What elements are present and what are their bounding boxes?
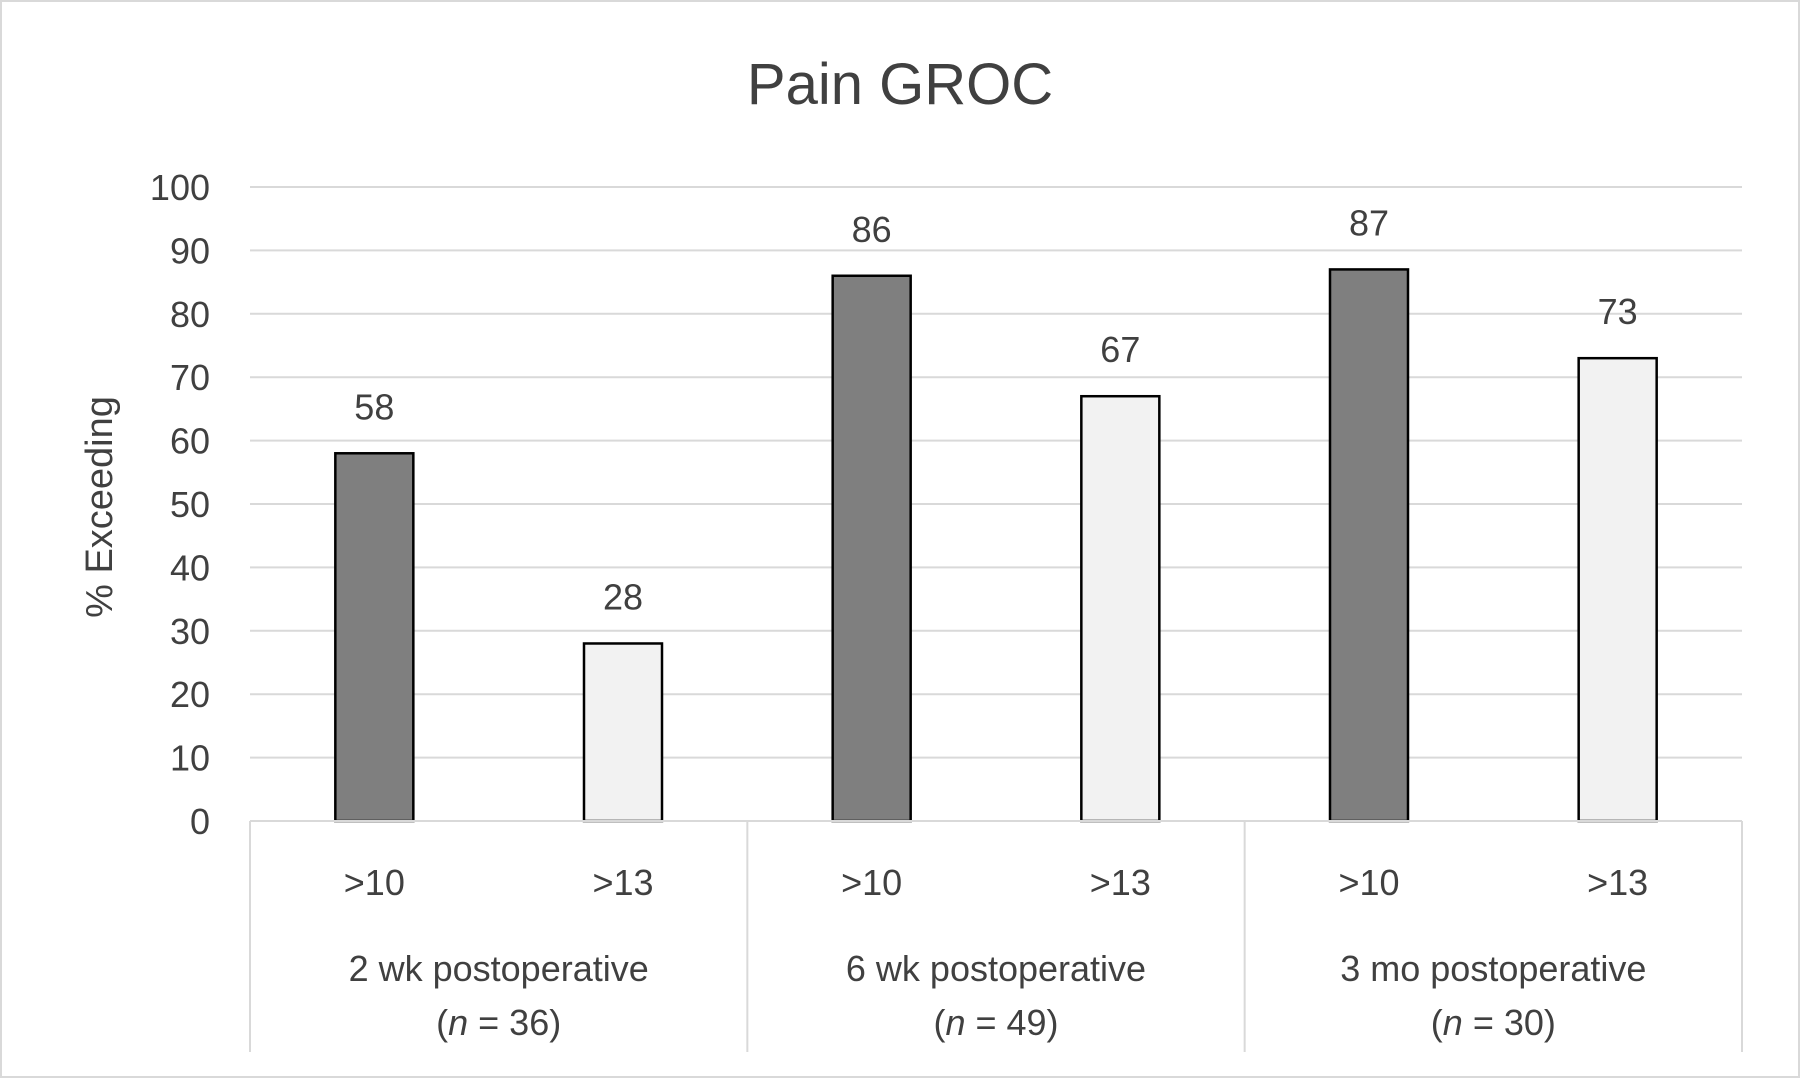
axes: 0 10 20 30 40 50 60 70 80 90 100 >10 >13 2 wk postope… [150,167,1743,1052]
x-category-label: >10 [344,862,405,903]
y-tick-label: 20 [170,674,210,715]
y-tick-label: 80 [170,294,210,335]
group-n-suffix: = 36) [468,1002,561,1043]
group-label: 3 mo postoperative [1340,948,1646,989]
y-tick-label: 70 [170,357,210,398]
group-n-prefix: ( [436,1002,448,1043]
bar-2-2 [1080,394,1161,823]
data-label: 87 [1349,202,1389,243]
data-labels: 58 28 86 67 87 73 [354,202,1637,617]
bar-1-1 [334,452,415,823]
x-category-label: >10 [1338,862,1399,903]
y-tick-label: 10 [170,738,210,779]
chart-title: Pain GROC [747,52,1053,117]
group-n-label: (n = 30) [1431,1002,1556,1043]
group-n-prefix: ( [1431,1002,1443,1043]
group-n-symbol: n [1443,1002,1463,1043]
x-category-label: >10 [841,862,902,903]
bars [334,268,1658,823]
group-n-symbol: n [448,1002,468,1043]
x-category-label: >13 [1090,862,1151,903]
data-label: 67 [1100,329,1140,370]
group-n-suffix: = 49) [965,1002,1058,1043]
data-label: 73 [1598,291,1638,332]
x-category-label: >13 [592,862,653,903]
data-label: 86 [852,209,892,250]
y-tick-label: 90 [170,230,210,271]
group-n-suffix: = 30) [1463,1002,1556,1043]
group-label: 2 wk postoperative [349,948,649,989]
y-tick-label: 60 [170,421,210,462]
bar-3-2 [1577,356,1658,823]
bar-1-2 [582,642,664,823]
data-label: 58 [354,386,394,427]
y-tick-label: 50 [170,484,210,525]
x-category-label: >13 [1587,862,1648,903]
y-tick-label: 40 [170,547,210,588]
bar-3-1 [1328,268,1410,823]
group-n-label: (n = 36) [436,1002,561,1043]
group-label: 6 wk postoperative [846,948,1146,989]
group-n-label: (n = 49) [933,1002,1058,1043]
group-n-prefix: ( [933,1002,945,1043]
y-tick-label: 30 [170,611,210,652]
gridlines [250,186,1742,759]
y-tick-label: 100 [150,167,210,208]
y-axis-label: % Exceeding [79,396,121,618]
data-label: 28 [603,576,643,617]
bar-2-1 [831,274,912,823]
y-tick-label: 0 [190,801,210,842]
group-n-symbol: n [945,1002,965,1043]
